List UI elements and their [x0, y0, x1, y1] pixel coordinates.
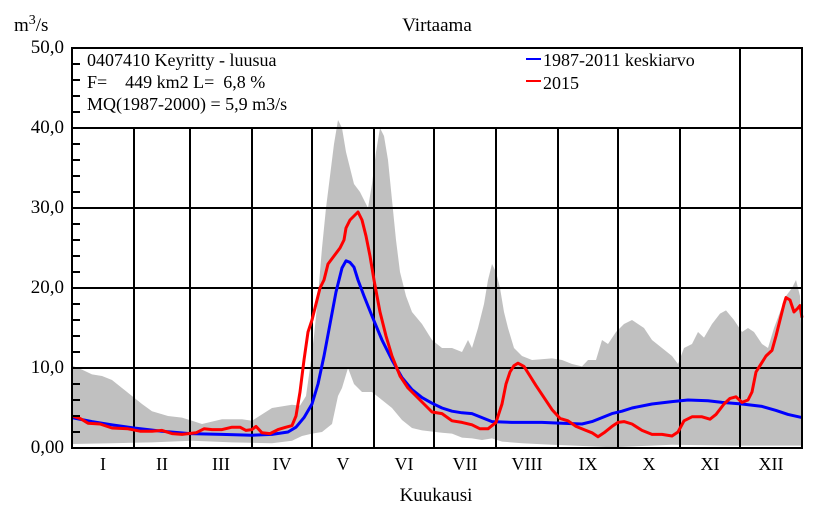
- x-tick-label: IX: [579, 454, 598, 474]
- y-axis-label-tail: /s: [36, 15, 49, 36]
- plot-frame: [71, 47, 803, 449]
- x-tick-label: VI: [395, 454, 414, 474]
- y-axis-label-main: m: [14, 15, 29, 36]
- x-tick-label: III: [212, 454, 230, 474]
- y-tick-label: 0,00: [31, 437, 64, 458]
- x-axis-label: Kuukausi: [400, 485, 473, 506]
- series-line-2015: [71, 210, 804, 439]
- x-tick-label: XI: [701, 454, 720, 474]
- y-tick-label: 20,0: [31, 277, 64, 298]
- y-axis-label-sup: 3: [29, 13, 36, 28]
- info-line-station: 0407410 Keyritty - luusua: [87, 50, 276, 70]
- series-line-mean: [71, 259, 803, 437]
- x-tick-label: IV: [273, 454, 292, 474]
- chart-title: Virtaama: [402, 15, 472, 36]
- x-tick-label: XII: [759, 454, 784, 474]
- y-tick-label: 50,0: [31, 37, 64, 58]
- info-line-mq: MQ(1987-2000) = 5,9 m3/s: [87, 94, 287, 115]
- legend: 1987-2011 keskiarvo 2015: [526, 50, 695, 93]
- x-tick-label: V: [337, 454, 350, 474]
- y-axis-label: m3/s: [14, 13, 48, 36]
- x-tick-label: VIII: [512, 454, 543, 474]
- legend-label-mean: 1987-2011 keskiarvo: [543, 50, 695, 70]
- info-line-area: F= 449 km2 L= 6,8 %: [87, 72, 265, 92]
- y-tick-label: 10,0: [31, 357, 64, 378]
- x-tick-label: I: [100, 454, 106, 474]
- y-tick-label: 40,0: [31, 117, 64, 138]
- x-tick-label: VII: [453, 454, 478, 474]
- legend-label-2015: 2015: [543, 73, 579, 93]
- x-tick-label: X: [643, 454, 656, 474]
- x-tick-label: II: [156, 454, 168, 474]
- y-tick-label: 30,0: [31, 197, 64, 218]
- range-band: [72, 120, 802, 448]
